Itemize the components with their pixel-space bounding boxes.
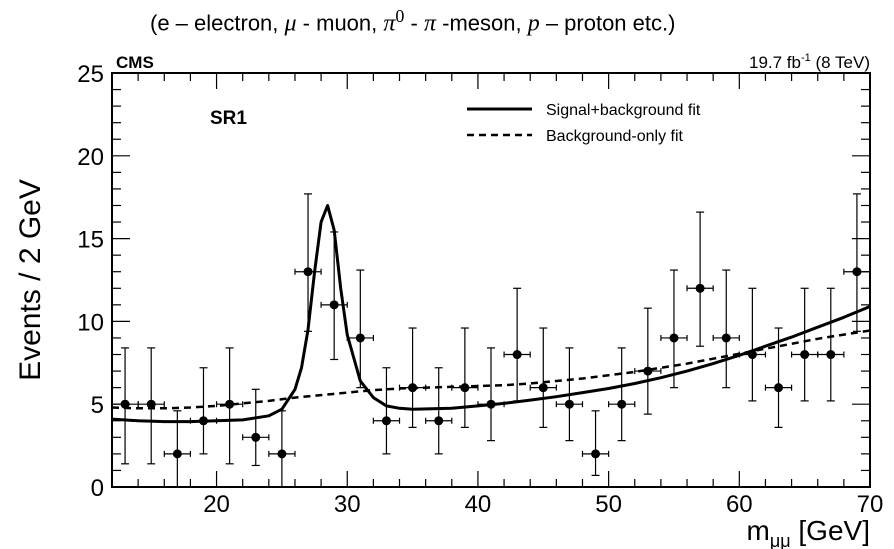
- y-tick-label: 5: [91, 392, 104, 419]
- data-marker: [303, 267, 313, 277]
- data-marker: [486, 399, 496, 409]
- pi-text: -meson,: [436, 10, 528, 36]
- experiment-label: CMS: [116, 53, 154, 72]
- data-marker: [172, 449, 182, 459]
- region-label: SR1: [210, 108, 247, 129]
- data-point: [764, 327, 793, 428]
- data-marker: [198, 416, 208, 426]
- data-point: [425, 367, 453, 455]
- pi0-dash: -: [404, 10, 424, 36]
- x-tick-label: 30: [334, 491, 361, 518]
- data-point: [189, 367, 218, 455]
- data-marker: [852, 267, 862, 277]
- data-point: [451, 327, 479, 428]
- data-marker: [591, 449, 601, 459]
- data-marker: [381, 416, 391, 426]
- data-marker: [355, 333, 365, 343]
- data-marker: [774, 383, 784, 393]
- data-marker: [643, 366, 653, 376]
- data-marker: [146, 399, 156, 409]
- data-marker: [800, 350, 810, 360]
- data-point: [503, 287, 531, 402]
- data-marker: [826, 350, 836, 360]
- x-tick-label: 70: [857, 491, 884, 518]
- data-point: [660, 269, 688, 389]
- data-point: [686, 211, 714, 347]
- data-marker: [225, 399, 235, 409]
- plot-frame: [111, 72, 871, 488]
- data-marker: [669, 333, 679, 343]
- lumi-suffix: (8 TeV): [811, 53, 870, 72]
- pi-symbol: π: [423, 10, 436, 37]
- data-point: [843, 193, 871, 332]
- data-point: [712, 269, 740, 389]
- lumi-label: 19.7 fb-1 (8 TeV): [749, 52, 870, 72]
- data-point: [268, 410, 296, 488]
- x-tick-label: 60: [726, 491, 753, 518]
- x-axis-label-main: m: [747, 515, 770, 546]
- x-axis-label-unit: [GeV]: [791, 515, 870, 546]
- data-point: [634, 307, 662, 415]
- data-point: [111, 347, 139, 465]
- y-tick-label: 10: [77, 309, 104, 336]
- data-marker: [538, 383, 548, 393]
- data-marker: [617, 399, 627, 409]
- y-tick-label: 0: [91, 475, 104, 502]
- data-marker: [434, 416, 444, 426]
- y-tick-label: 25: [77, 61, 104, 88]
- data-marker: [329, 300, 339, 310]
- data-point: [738, 287, 767, 402]
- data-point: [320, 231, 348, 361]
- x-tick-label: 20: [203, 491, 230, 518]
- data-point: [372, 367, 401, 455]
- data-marker: [277, 449, 287, 459]
- y-tick-label: 15: [77, 227, 104, 254]
- data-marker: [512, 350, 522, 360]
- data-marker: [721, 333, 731, 343]
- pi0-symbol: π: [383, 10, 396, 37]
- data-marker: [408, 383, 418, 393]
- data-point: [817, 287, 845, 402]
- mu-text: - muon,: [296, 10, 384, 36]
- x-axis-label-sub: μμ: [770, 531, 791, 549]
- data-point: [346, 269, 374, 389]
- lumi-value: 19.7 fb: [749, 53, 801, 72]
- data-point: [790, 287, 819, 402]
- x-tick-label: 50: [595, 491, 622, 518]
- data-marker: [695, 283, 705, 293]
- caption-prefix: (e – electron,: [150, 10, 285, 36]
- data-point: [215, 347, 244, 465]
- mu-symbol: μ: [284, 10, 297, 37]
- data-point: [137, 347, 165, 465]
- data-point: [398, 327, 427, 428]
- x-tick-label: 40: [465, 491, 492, 518]
- pi0-superscript: 0: [395, 6, 405, 26]
- legend-label-signal: Signal+background fit: [546, 102, 701, 119]
- x-axis-label: mμμ [GeV]: [747, 515, 870, 549]
- data-point: [608, 347, 636, 442]
- axis-tick-labels: 20 30 40 50 60 70 0 5 10 15 20 25: [77, 61, 883, 518]
- lumi-superscript: -1: [801, 52, 811, 64]
- data-point: [242, 388, 270, 467]
- data-point: [555, 347, 584, 442]
- p-text: – proton etc.): [539, 10, 676, 36]
- caption-line: (e – electron, μ - muon, π0 - π -meson, …: [150, 6, 675, 37]
- data-marker: [251, 432, 261, 442]
- data-point: [477, 347, 505, 442]
- axis-ticks: [111, 72, 871, 488]
- data-marker: [564, 399, 574, 409]
- y-axis-label: Events / 2 GeV: [14, 179, 47, 381]
- data-point: [581, 410, 610, 477]
- data-points: [111, 193, 871, 488]
- p-symbol: p: [527, 10, 540, 37]
- y-tick-label: 20: [77, 144, 104, 171]
- data-marker: [747, 350, 757, 360]
- legend-label-background: Background-only fit: [546, 128, 684, 145]
- data-point: [294, 193, 322, 332]
- data-marker: [460, 383, 470, 393]
- data-point: [529, 327, 557, 428]
- legend: Signal+background fit Background-only fi…: [467, 102, 701, 145]
